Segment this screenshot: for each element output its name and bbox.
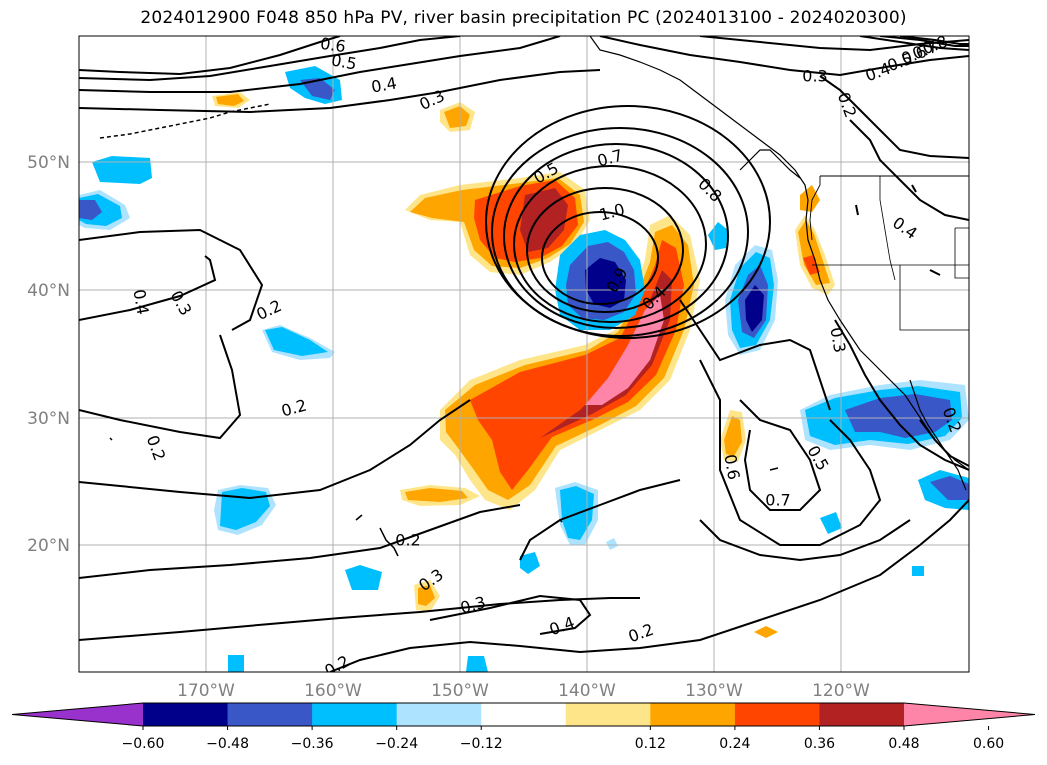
contour-label: 0.4: [129, 288, 152, 316]
lat-label: 40°N: [27, 281, 70, 301]
contour-label-text: 0.5: [330, 50, 358, 73]
longitude-labels: 170°W 160°W 150°W 140°W 130°W 120°W: [177, 681, 870, 701]
colorbar-segment: [734, 703, 820, 726]
contour-label-text: 0.7: [765, 491, 790, 510]
colorbar-segment: [143, 703, 229, 726]
contour-label-text: 0.4: [370, 73, 398, 96]
colorbar: −0.60 −0.48 −0.36 −0.24 −0.12 0.12 0.24 0.36 0.4…: [11, 702, 1036, 752]
lon-label: 120°W: [812, 681, 870, 701]
lon-label: 130°W: [685, 681, 743, 701]
colorbar-segment: [312, 703, 398, 726]
latitude-labels: 50°N 40°N 30°N 20°N: [27, 153, 70, 556]
contour-label: 0.5: [330, 50, 358, 73]
colorbar-extend-min: [12, 703, 143, 726]
map-frame: [78, 35, 970, 673]
colorbar-tick-label: −0.60: [122, 736, 165, 752]
contour-label-text: 0.3: [802, 67, 827, 86]
colorbar-tick-label: 0.48: [888, 736, 919, 752]
lat-label: 50°N: [27, 153, 70, 173]
coastlines: [99, 36, 969, 557]
colorbar-segment: [481, 703, 567, 726]
contour-label-text: 0.2: [395, 531, 420, 550]
lon-label: 170°W: [177, 681, 235, 701]
colorbar-tick-label: −0.48: [206, 736, 249, 752]
colorbar-segment: [650, 703, 736, 726]
lon-label: 160°W: [304, 681, 362, 701]
colorbar-tick-label: −0.36: [291, 736, 334, 752]
colorbar-extend-max: [904, 703, 1035, 726]
pv-contours: [79, 36, 969, 672]
contour-label-text: 0.4: [129, 288, 152, 316]
contour-label-text: 0.6: [720, 453, 743, 481]
contour-label: 0.4: [370, 73, 398, 96]
lon-label: 150°W: [431, 681, 489, 701]
chart-title: 2024012900 F048 850 hPa PV, river basin …: [140, 8, 907, 28]
colorbar-tick-label: 0.36: [804, 736, 835, 752]
colorbar-tick-label: −0.24: [375, 736, 418, 752]
colorbar-segment: [819, 703, 905, 726]
contour-label: 0.6: [319, 34, 347, 56]
contour-label: 0.7: [765, 491, 790, 510]
contour-label-text: 0.3: [826, 326, 849, 354]
lat-label: 30°N: [27, 409, 70, 429]
colorbar-segment: [396, 703, 482, 726]
contour-label: 0.2: [395, 531, 420, 550]
colorbar-tick-label: 0.60: [973, 736, 1004, 752]
map-content: 0.60.50.40.30.30.40.50.60.70.80.20.40.70…: [79, 34, 969, 672]
lat-label: 20°N: [27, 536, 70, 556]
lon-label: 140°W: [558, 681, 616, 701]
contour-label-text: 0.6: [319, 34, 347, 56]
colorbar-tick-label: 0.24: [719, 736, 750, 752]
precip-shading: [79, 66, 969, 672]
colorbar-tick-label: 0.12: [635, 736, 666, 752]
colorbar-segment: [565, 703, 651, 726]
colorbar-segment: [227, 703, 313, 726]
colorbar-tick-label: −0.12: [460, 736, 503, 752]
contour-label: 0.3: [802, 67, 827, 86]
contour-label: 0.3: [826, 326, 849, 354]
contour-label: 0.6: [720, 453, 743, 481]
